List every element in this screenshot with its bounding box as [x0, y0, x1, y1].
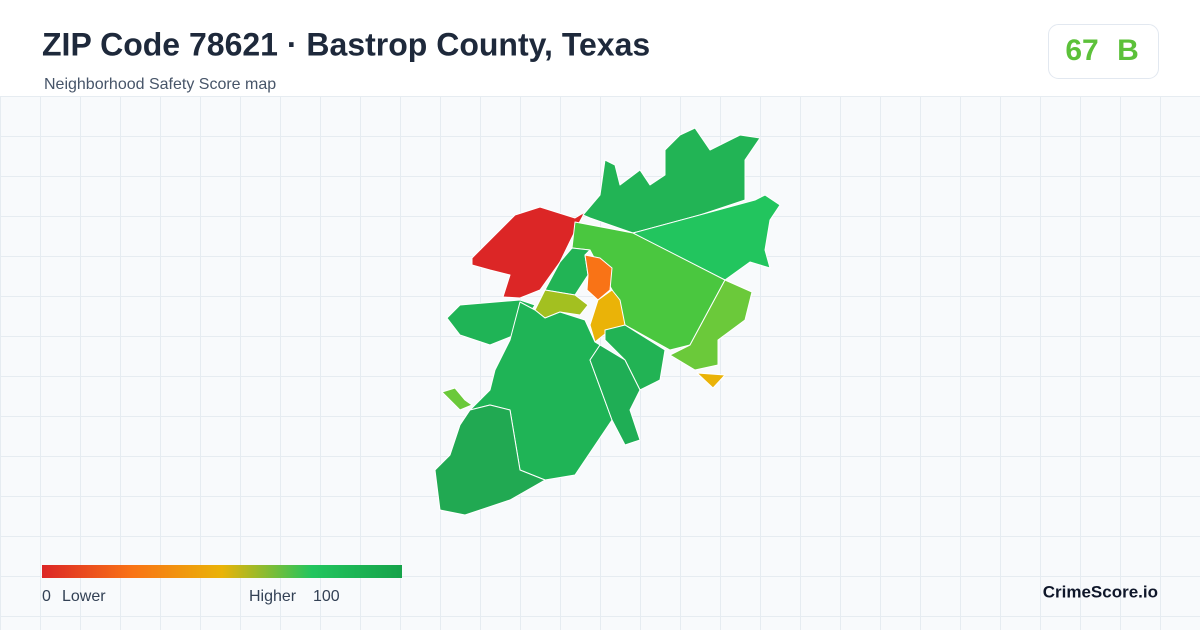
legend-max: 100	[313, 588, 340, 605]
map-area	[469, 301, 613, 481]
page-subtitle: Neighborhood Safety Score map	[44, 76, 276, 93]
map-area	[434, 404, 546, 516]
map-area	[471, 206, 586, 299]
zip-map	[434, 127, 781, 516]
map-area	[696, 372, 726, 389]
legend-min: 0	[42, 588, 51, 605]
map-area	[589, 344, 641, 446]
legend-max-label: Higher	[249, 588, 297, 605]
score-grade: B	[1117, 34, 1139, 67]
legend-min-label: Lower	[62, 588, 106, 605]
score-value: 67	[1065, 34, 1098, 67]
map-area	[441, 387, 473, 411]
score-badge	[1048, 24, 1159, 79]
map-area	[604, 324, 666, 391]
map-area	[544, 247, 591, 296]
map-area	[669, 279, 753, 371]
legend-gradient	[42, 565, 402, 578]
header-band	[0, 0, 1200, 96]
page-title: ZIP Code 78621 · Bastrop County, Texas	[42, 26, 650, 62]
brand: CrimeScore.io	[1043, 582, 1158, 601]
map-area	[584, 254, 613, 301]
